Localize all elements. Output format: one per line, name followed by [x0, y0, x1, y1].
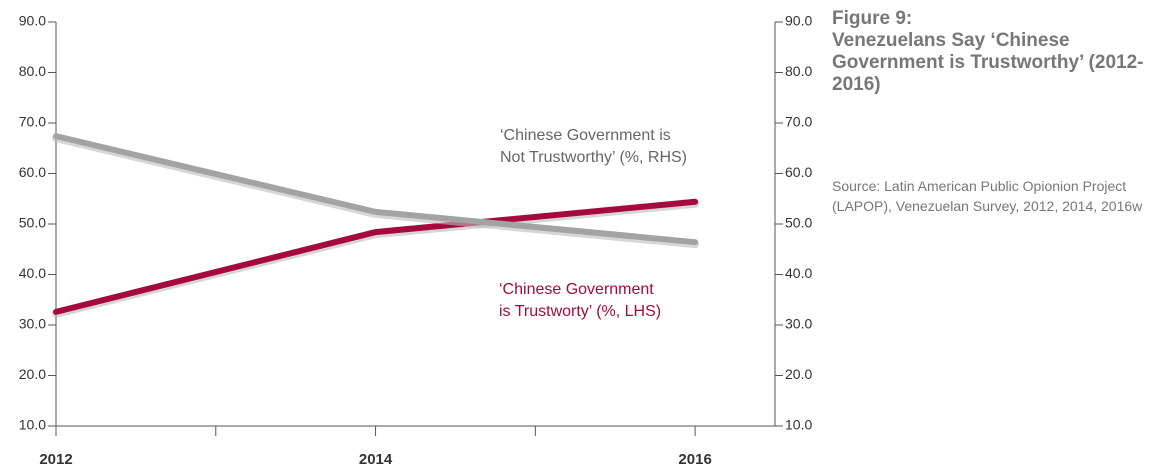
- y-tick-label: 20.0: [19, 366, 46, 382]
- x-tick-label: 2014: [359, 451, 393, 468]
- y2-tick-label: 10.0: [785, 417, 812, 433]
- y2-tick-label: 40.0: [785, 265, 812, 281]
- x-tick-label: 2012: [39, 451, 72, 468]
- y2-tick-label: 80.0: [785, 63, 812, 79]
- y-tick-label: 80.0: [19, 63, 46, 79]
- chart: 10.0 20.0 30.0 40.0 50.0 60.0 70.0 80.0 90.0 10.0…: [19, 13, 813, 468]
- y2-tick-label: 50.0: [785, 215, 812, 231]
- y2-tick-label: 60.0: [785, 164, 812, 180]
- y2-tick-label: 30.0: [785, 316, 812, 332]
- chart-title: Venezuelans Say ‘Chinese Government is T…: [832, 30, 1144, 95]
- source: Source: Latin American Public Opionion P…: [832, 178, 1143, 214]
- y-tick-label: 10.0: [19, 417, 46, 433]
- x-tick-label: 2016: [678, 451, 711, 468]
- series-label: is Trustworty’ (%, LHS): [499, 303, 661, 320]
- figure-label: Figure 9:: [832, 8, 913, 29]
- y-tick-label: 70.0: [19, 114, 46, 130]
- y2-tick-label: 70.0: [785, 114, 812, 130]
- y2-tick-label: 20.0: [785, 366, 812, 382]
- series-line: [53, 198, 699, 315]
- y-tick-label: 60.0: [19, 164, 46, 180]
- series-line: [53, 133, 699, 246]
- y-tick-label: 50.0: [19, 215, 46, 231]
- y-tick-label: 40.0: [19, 265, 46, 281]
- title-block: Figure 9: Venezuelans Say ‘Chinese Gover…: [832, 8, 1152, 96]
- series-label: ‘Chinese Government is: [500, 127, 671, 144]
- series-label: Not Trustworthy’ (%, RHS): [500, 149, 687, 166]
- y-tick-label: 90.0: [19, 13, 46, 29]
- y-tick-label: 30.0: [19, 316, 46, 332]
- series-label: ‘Chinese Government: [499, 281, 654, 298]
- y2-tick-label: 90.0: [785, 13, 812, 29]
